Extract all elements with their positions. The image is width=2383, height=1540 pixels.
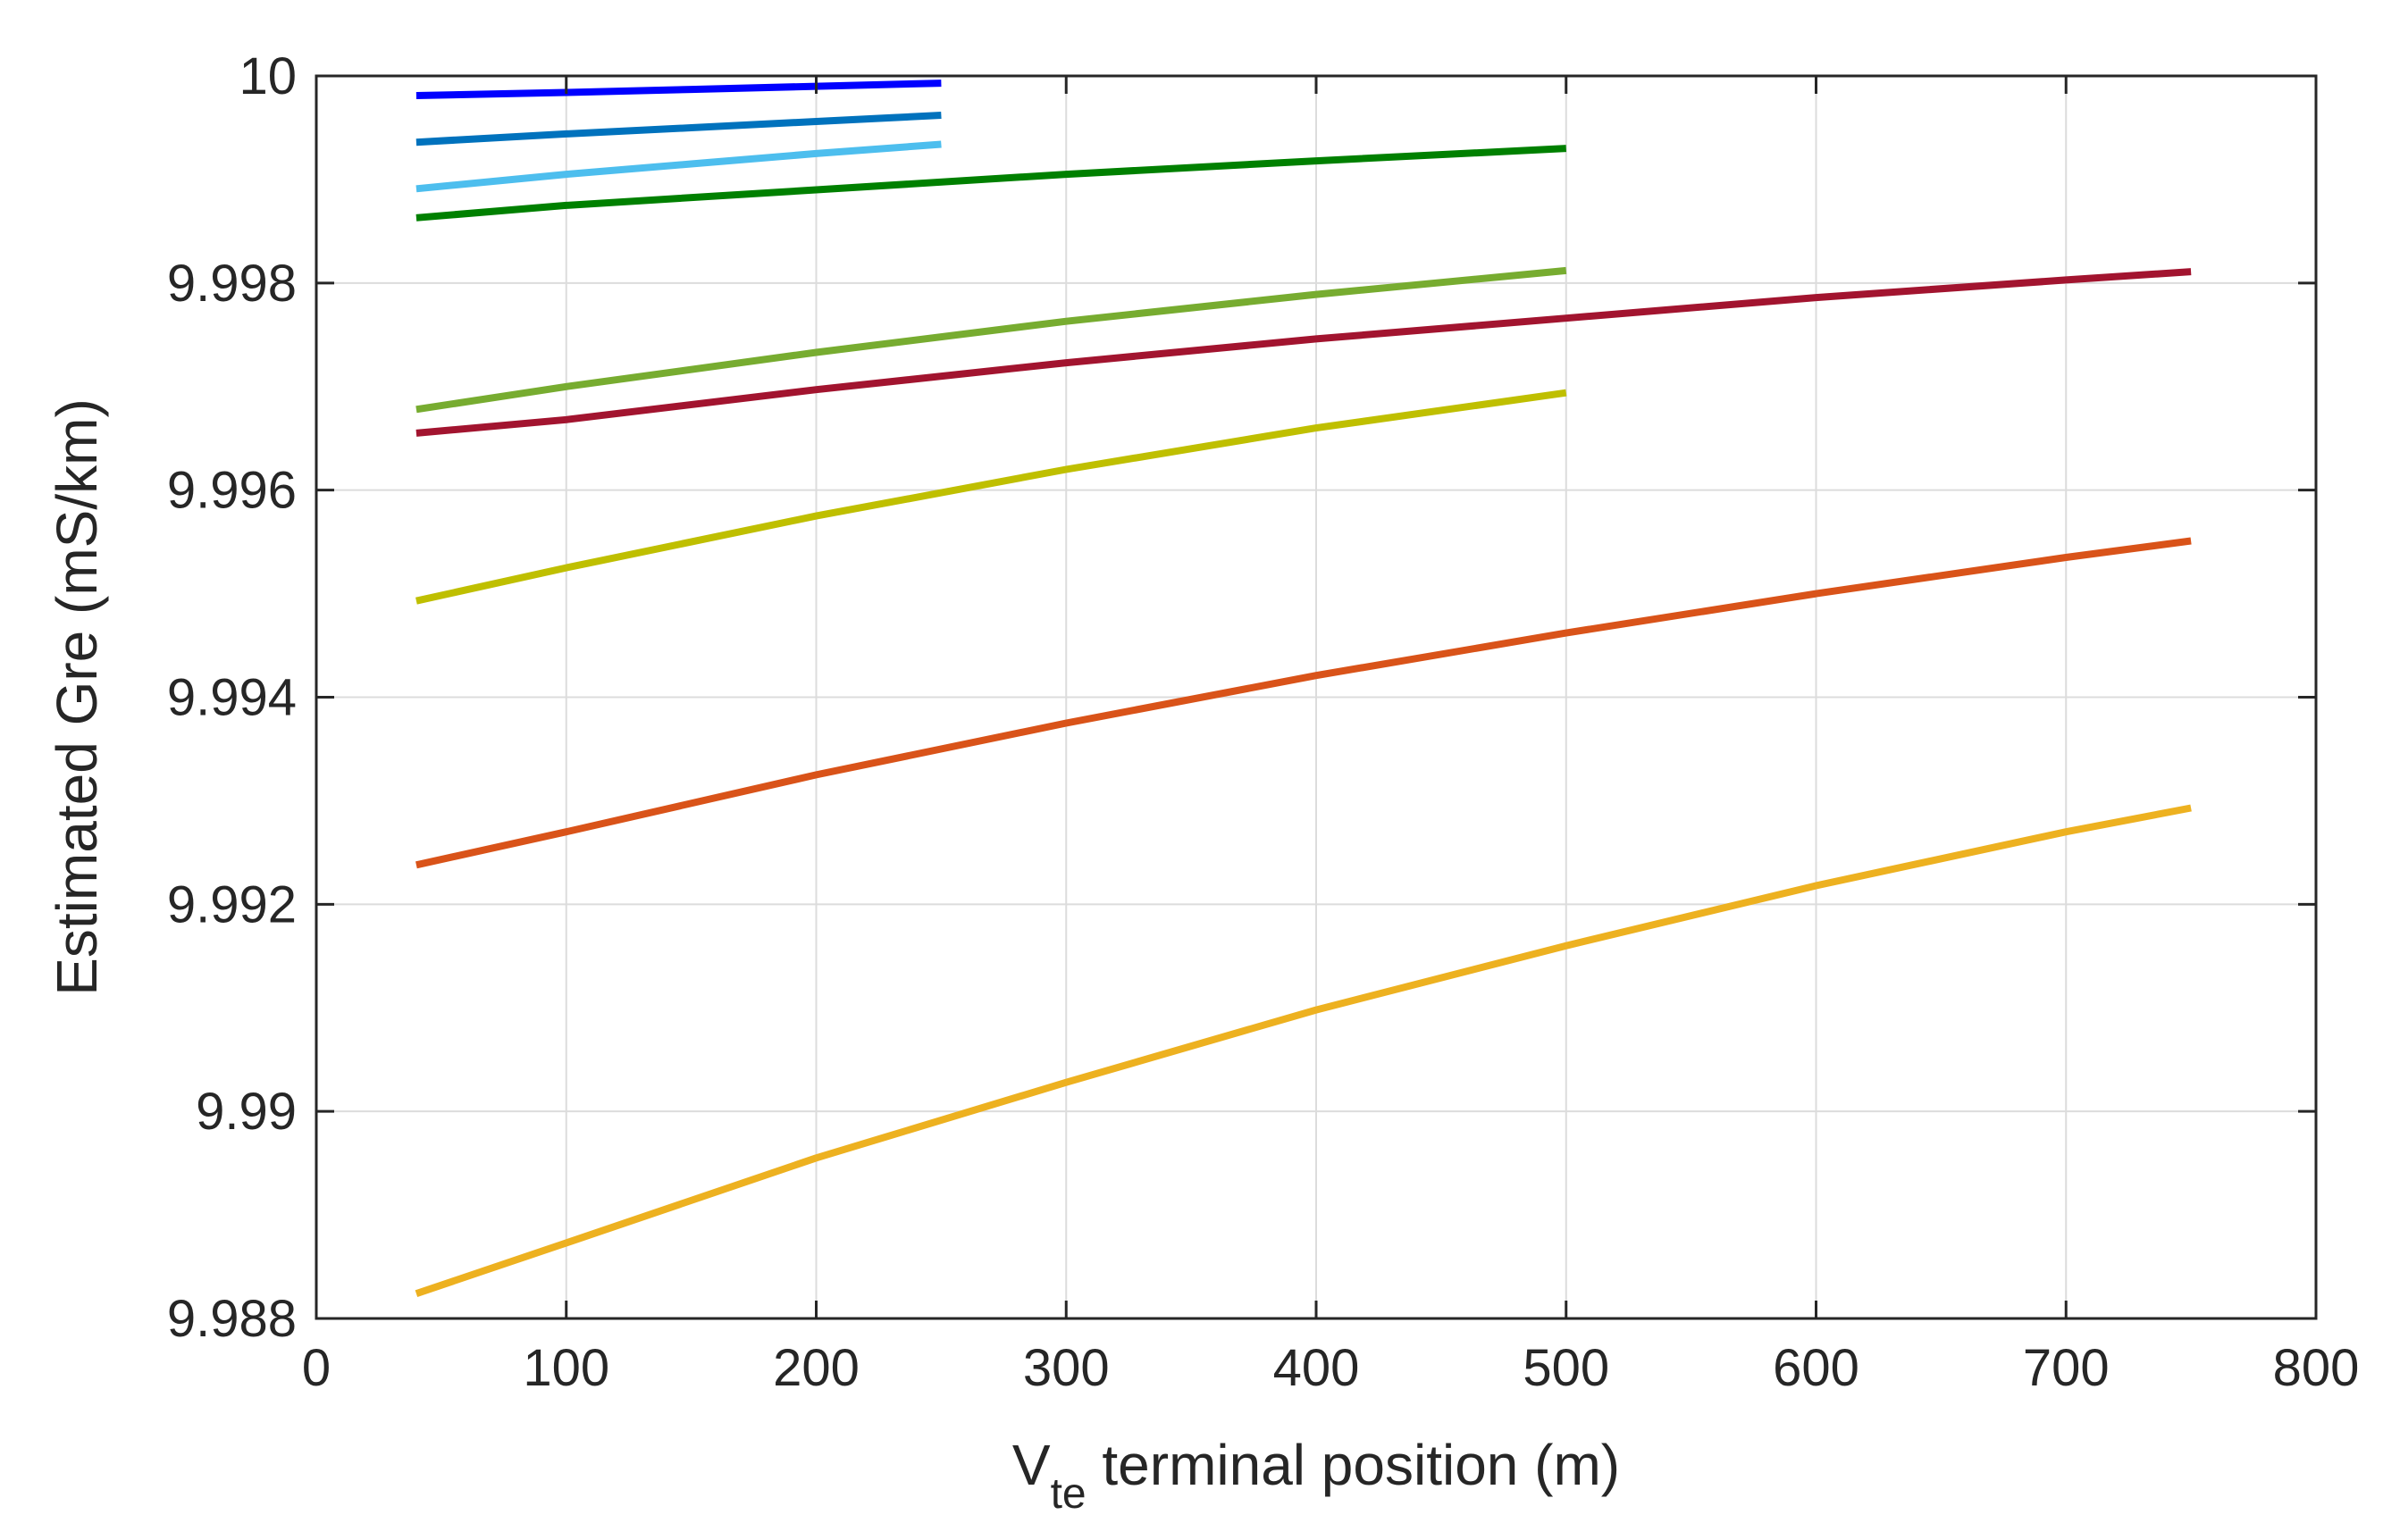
x-axis-title-rest: terminal position (m) — [1087, 1433, 1621, 1497]
x-axis-title-main: V — [1012, 1433, 1051, 1497]
x-tick-label: 200 — [773, 1339, 860, 1397]
x-tick-label: 700 — [2023, 1339, 2110, 1397]
grid-layer — [316, 76, 2316, 1318]
y-tick-label: 10 — [239, 47, 297, 105]
series-line-series-5 — [415, 266, 1567, 414]
x-tick-label: 300 — [1023, 1339, 1110, 1397]
label-layer: 0 100 200 300 400 500 600 700 800 9.988 9.99 9.992 9… — [167, 47, 2360, 1397]
x-tick-label: 100 — [523, 1339, 609, 1397]
series-line-series-6 — [415, 268, 2192, 437]
y-tick-label: 9.992 — [167, 875, 297, 933]
y-axis-title: Estimated Gre (mS/km) — [45, 398, 109, 996]
y-tick-label: 9.994 — [167, 669, 297, 727]
x-tick-label: 400 — [1273, 1339, 1360, 1397]
x-tick-label: 0 — [302, 1339, 331, 1397]
x-tick-label: 800 — [2273, 1339, 2360, 1397]
y-tick-label: 9.99 — [196, 1083, 297, 1141]
y-tick-label: 9.998 — [167, 255, 297, 313]
series-line-series-7 — [415, 389, 1567, 605]
x-tick-label: 600 — [1773, 1339, 1859, 1397]
x-axis-title-subscript: te — [1051, 1470, 1087, 1518]
series-line-series-2 — [415, 112, 942, 146]
series-line-series-4 — [415, 145, 1566, 222]
y-tick-label: 9.996 — [167, 462, 297, 520]
tick-layer — [315, 74, 2318, 1320]
series-line-series-9 — [415, 804, 2192, 1297]
x-axis-title: Vte terminal position (m) — [1012, 1433, 1620, 1518]
series-line-series-8 — [415, 537, 2192, 869]
x-tick-label: 500 — [1523, 1339, 1609, 1397]
series-line-series-3 — [415, 140, 942, 193]
series-layer — [415, 80, 2192, 1297]
y-tick-label: 9.988 — [167, 1290, 297, 1348]
series-line-series-1 — [415, 80, 942, 99]
